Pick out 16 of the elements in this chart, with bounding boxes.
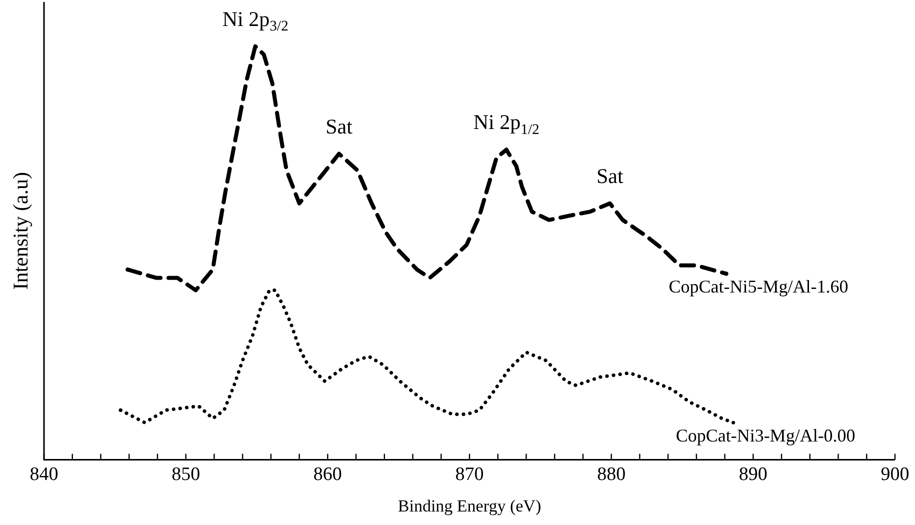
x-tick-label: 870 <box>455 464 484 486</box>
series-label: CopCat-Ni3-Mg/Al-0.00 <box>676 425 856 446</box>
point <box>732 420 736 424</box>
y-axis-title: Intensity (a.u) <box>8 172 33 290</box>
series-label: CopCat-Ni5-Mg/Al-1.60 <box>668 276 848 296</box>
x-tick-label: 890 <box>738 464 768 486</box>
x-axis-title: Binding Energy (eV) <box>398 496 542 516</box>
annotation: Sat <box>326 114 353 138</box>
point <box>724 272 728 276</box>
x-tick-label: 860 <box>313 464 342 486</box>
annotation: Sat <box>596 164 624 188</box>
point <box>118 408 122 412</box>
x-tick-label: 850 <box>172 464 200 486</box>
x-tick-label: 840 <box>30 464 58 486</box>
x-tick-label: 880 <box>597 464 626 486</box>
x-tick-label: 900 <box>880 464 910 486</box>
